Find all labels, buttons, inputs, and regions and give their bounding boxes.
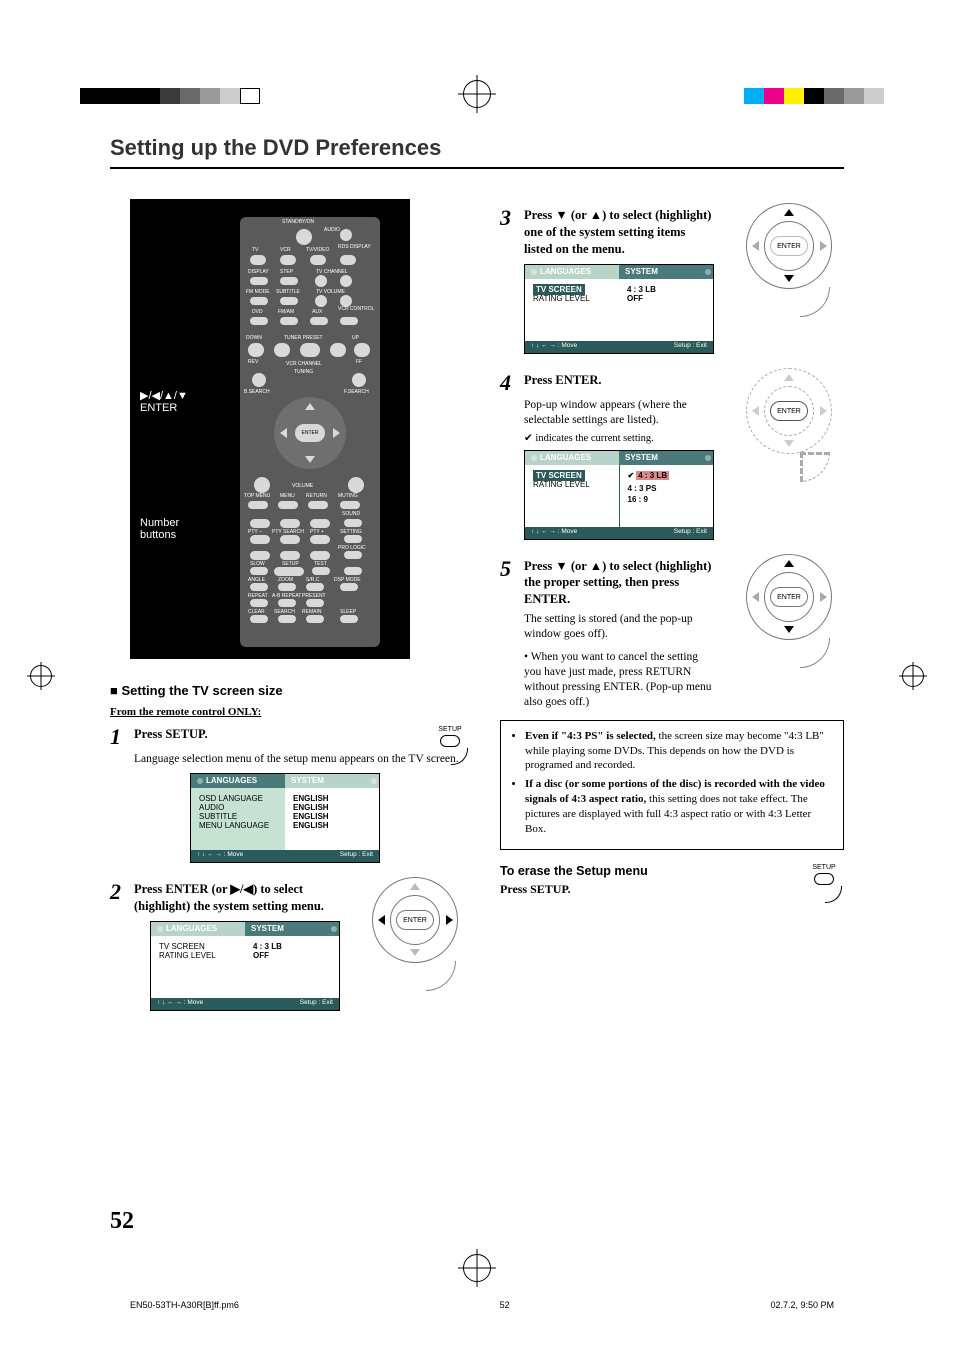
enter-pad-diagram: ENTER [360,873,470,993]
crosshair-bottom [463,1254,491,1282]
setup-icon: SETUP [430,726,470,747]
check-note: ✔ indicates the current setting. [524,432,714,444]
enter-pad-diagram-4: ENTER [734,364,844,484]
enter-pad-diagram-5: ENTER [734,550,844,670]
callout-nav: ▶/◀/▲/▼ ENTER [140,389,188,414]
osd-menu-2: LANGUAGES SYSTEM TV SCREENRATING LEVEL4 … [150,921,340,1011]
callout-setup: SETUP [421,561,458,573]
osd-menu-1: LANGUAGES SYSTEM OSD LANGUAGEAUDIOSUBTIT… [190,773,380,863]
note-box: Even if "4:3 PS" is selected, the screen… [500,720,844,850]
erase-heading: To erase the Setup menu [500,864,844,878]
page-content: Setting up the DVD Preferences ▶/◀/▲/▼ E… [110,135,844,1235]
step-4-desc: Pop-up window appears (where the selecta… [524,398,714,428]
remote-illustration: ▶/◀/▲/▼ ENTER Number buttons RETURN SETU… [130,199,410,659]
setup-icon-2: SETUP [804,864,844,885]
step-1-desc: Language selection menu of the setup men… [134,752,470,767]
step-5: 5 Press ▼ (or ▲) to select (highlight) t… [500,558,714,609]
step-1: 1 Press SETUP. [110,726,430,748]
footer-meta: EN50-53TH-A30R[B]ff.pm6 52 02.7.2, 9:50 … [130,1300,834,1310]
osd-menu-4: LANGUAGES SYSTEM TV SCREENRATING LEVEL ✔… [524,450,714,540]
step-5-bullet: • When you want to cancel the setting yo… [524,650,714,710]
enter-pad-diagram-3: ENTER [734,199,844,319]
step-5-desc: The setting is stored (and the pop-up wi… [524,612,714,642]
osd-menu-3: LANGUAGES SYSTEM TV SCREENRATING LEVEL4 … [524,264,714,354]
step-4: 4 Press ENTER. [500,372,714,394]
erase-body: Press SETUP. [500,882,844,897]
step-3: 3 Press ▼ (or ▲) to select (highlight) o… [500,207,714,258]
crosshair-top [463,80,491,108]
remote-body: STANDBY/ON AUDIO TV VCR TV/VIDEO RDS DIS… [240,217,380,647]
callout-number: Number buttons [140,517,179,541]
step-2: 2 Press ENTER (or ▶/◀) to select (highli… [110,881,340,915]
page-number: 52 [110,1208,134,1235]
right-column: 3 Press ▼ (or ▲) to select (highlight) o… [500,199,844,1021]
side-register-right [902,665,924,687]
callout-return: RETURN [422,489,468,501]
remote-dpad: ENTER [274,397,346,469]
left-column: ▶/◀/▲/▼ ENTER Number buttons RETURN SETU… [110,199,470,1021]
from-remote-only: From the remote control ONLY: [110,706,470,718]
side-register-left [30,665,52,687]
section-tv-screen: ■ Setting the TV screen size [110,683,470,698]
page-title: Setting up the DVD Preferences [110,135,844,169]
